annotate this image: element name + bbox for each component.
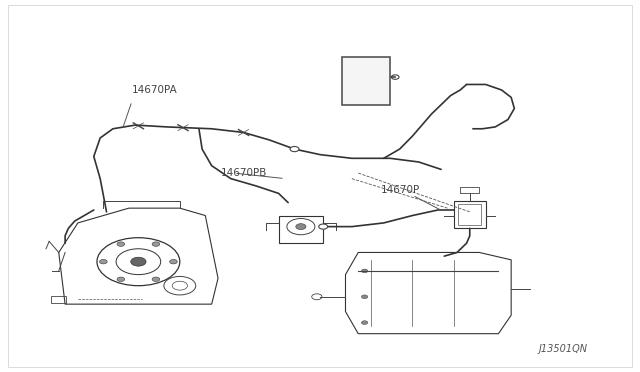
Circle shape [362,269,368,273]
Circle shape [152,242,160,246]
Circle shape [296,224,306,230]
Circle shape [100,260,107,264]
Text: 14670P: 14670P [381,185,420,195]
Text: J13501QN: J13501QN [539,344,588,354]
Circle shape [131,257,146,266]
Bar [51,296,67,303]
Circle shape [152,277,160,282]
Bar [454,201,486,228]
Text: 14670PB: 14670PB [221,168,268,178]
Bar [460,187,479,193]
Bar [278,215,323,243]
Circle shape [362,295,368,299]
Circle shape [319,224,328,229]
Circle shape [170,260,177,264]
Text: 14670PA: 14670PA [132,85,178,95]
Circle shape [290,147,299,152]
Circle shape [117,242,125,246]
Circle shape [362,321,368,324]
FancyBboxPatch shape [342,57,390,105]
Bar [458,205,481,225]
Circle shape [117,277,125,282]
